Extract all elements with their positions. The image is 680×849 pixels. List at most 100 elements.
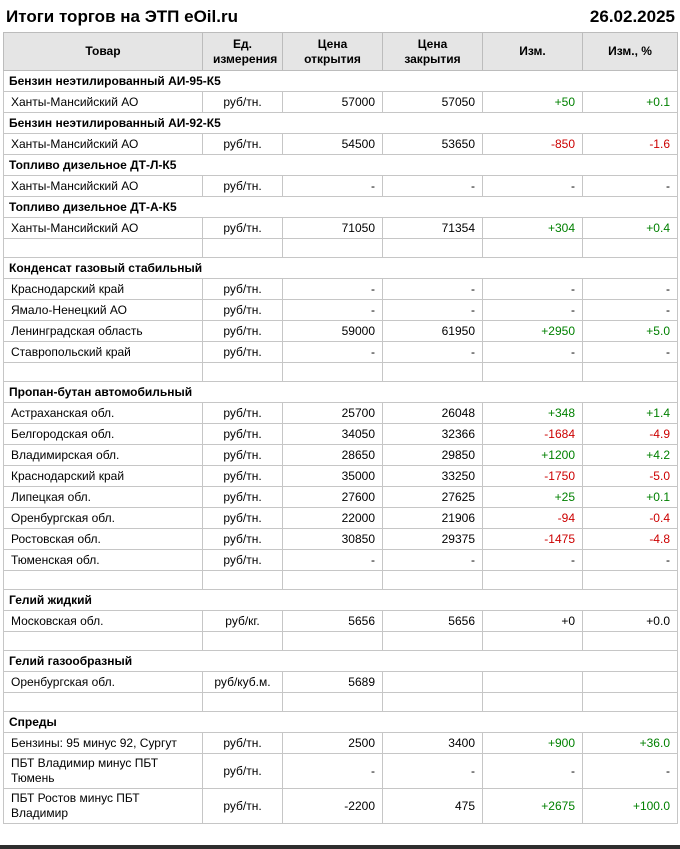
change-pct-cell: - (582, 175, 678, 197)
close-price-cell (382, 671, 483, 693)
change-cell: -850 (482, 133, 583, 155)
change-pct-cell: - (582, 299, 678, 321)
product-cell: Ханты-Мансийский АО (3, 91, 203, 113)
product-cell: Московская обл. (3, 610, 203, 632)
open-price-cell: 5689 (282, 671, 383, 693)
product-cell: Ставропольский край (3, 341, 203, 363)
report-date: 26.02.2025 (589, 7, 675, 26)
product-cell: Ханты-Мансийский АО (3, 175, 203, 197)
data-row: Оренбургская обл. руб/куб.м. 5689 (3, 671, 678, 693)
trading-results-table: Товар Ед. измерения Цена открытия Цена закр… (3, 32, 678, 824)
data-row: Липецкая обл. руб/тн. 27600 27625 +25 +0.1 (3, 486, 678, 508)
table-body: Бензин неэтилированный АИ-95-К5 Ханты-Ман… (3, 70, 678, 824)
spacer-cell (282, 692, 383, 712)
spacer-cell (582, 570, 678, 590)
open-price-cell: 57000 (282, 91, 383, 113)
spacer-row (3, 362, 678, 382)
change-pct-cell: -4.9 (582, 423, 678, 445)
spacer-cell (482, 631, 583, 651)
product-cell: Белгородская обл. (3, 423, 203, 445)
spacer-cell (582, 692, 678, 712)
change-pct-cell: +0.1 (582, 91, 678, 113)
section-row: Бензин неэтилированный АИ-92-К5 (3, 112, 678, 134)
change-pct-cell: +100.0 (582, 788, 678, 824)
report-header: Итоги торгов на ЭТП eOil.ru 26.02.2025 (0, 0, 680, 32)
spacer-cell (582, 362, 678, 382)
change-pct-cell: +0.0 (582, 610, 678, 632)
unit-cell: руб/тн. (202, 217, 283, 239)
unit-cell: руб/тн. (202, 528, 283, 550)
section-title: Топливо дизельное ДТ-А-К5 (3, 196, 678, 218)
spacer-cell (482, 692, 583, 712)
close-price-cell: 33250 (382, 465, 483, 487)
open-price-cell: 27600 (282, 486, 383, 508)
section-title: Бензин неэтилированный АИ-92-К5 (3, 112, 678, 134)
close-price-cell: 27625 (382, 486, 483, 508)
change-pct-cell: - (582, 753, 678, 789)
change-cell: +900 (482, 732, 583, 754)
data-row: Ханты-Мансийский АО руб/тн. 71050 71354 +304… (3, 217, 678, 239)
unit-cell: руб/тн. (202, 91, 283, 113)
spacer-row (3, 570, 678, 590)
open-price-cell: 34050 (282, 423, 383, 445)
open-price-cell: 54500 (282, 133, 383, 155)
product-cell: Краснодарский край (3, 278, 203, 300)
close-price-cell: 57050 (382, 91, 483, 113)
data-row: ПБТ Ростов минус ПБТ Владимир руб/тн. -220… (3, 788, 678, 824)
data-row: Ямало-Ненецкий АО руб/тн. - - - - (3, 299, 678, 321)
section-row: Топливо дизельное ДТ-Л-К5 (3, 154, 678, 176)
spacer-cell (3, 631, 203, 651)
spacer-cell (202, 238, 283, 258)
close-price-cell: - (382, 341, 483, 363)
spacer-cell (482, 362, 583, 382)
change-pct-cell: - (582, 549, 678, 571)
data-row: Владимирская обл. руб/тн. 28650 29850 +1200 +… (3, 444, 678, 466)
section-title: Бензин неэтилированный АИ-95-К5 (3, 70, 678, 92)
product-cell: ПБТ Ростов минус ПБТ Владимир (3, 788, 203, 824)
data-row: Белгородская обл. руб/тн. 34050 32366 -1684-… (3, 423, 678, 445)
spacer-cell (382, 692, 483, 712)
spacer-cell (202, 570, 283, 590)
open-price-cell: - (282, 341, 383, 363)
section-title: Топливо дизельное ДТ-Л-К5 (3, 154, 678, 176)
close-price-cell: 475 (382, 788, 483, 824)
unit-cell: руб/тн. (202, 486, 283, 508)
product-cell: Астраханская обл. (3, 402, 203, 424)
product-cell: Бензины: 95 минус 92, Сургут (3, 732, 203, 754)
change-cell: -1475 (482, 528, 583, 550)
unit-cell: руб/тн. (202, 278, 283, 300)
open-price-cell: 5656 (282, 610, 383, 632)
bottom-border (0, 845, 680, 849)
spacer-cell (3, 570, 203, 590)
product-cell: Ханты-Мансийский АО (3, 217, 203, 239)
unit-cell: руб/тн. (202, 423, 283, 445)
close-price-cell: - (382, 549, 483, 571)
unit-cell: руб/тн. (202, 465, 283, 487)
unit-cell: руб/тн. (202, 732, 283, 754)
unit-cell: руб/тн. (202, 133, 283, 155)
data-row: Краснодарский край руб/тн. - - - - (3, 278, 678, 300)
table-header-row: Товар Ед. измерения Цена открытия Цена закр… (3, 32, 678, 71)
data-row: Ханты-Мансийский АО руб/тн. 57000 57050 +50 +… (3, 91, 678, 113)
section-row: Спреды (3, 711, 678, 733)
section-title: Спреды (3, 711, 678, 733)
close-price-cell: 26048 (382, 402, 483, 424)
section-title: Конденсат газовый стабильный (3, 257, 678, 279)
column-header-change: Изм. (482, 32, 583, 71)
column-header-open: Цена открытия (282, 32, 383, 71)
product-cell: Владимирская обл. (3, 444, 203, 466)
section-title: Гелий жидкий (3, 589, 678, 611)
close-price-cell: 29375 (382, 528, 483, 550)
change-cell: - (482, 753, 583, 789)
data-row: Бензины: 95 минус 92, Сургут руб/тн. 2500 3… (3, 732, 678, 754)
unit-cell: руб/тн. (202, 788, 283, 824)
spacer-cell (382, 631, 483, 651)
close-price-cell: 53650 (382, 133, 483, 155)
close-price-cell: 32366 (382, 423, 483, 445)
change-pct-cell: +1.4 (582, 402, 678, 424)
product-cell: Оренбургская обл. (3, 507, 203, 529)
section-row: Гелий газообразный (3, 650, 678, 672)
open-price-cell: 59000 (282, 320, 383, 342)
close-price-cell: - (382, 278, 483, 300)
change-cell: +2950 (482, 320, 583, 342)
